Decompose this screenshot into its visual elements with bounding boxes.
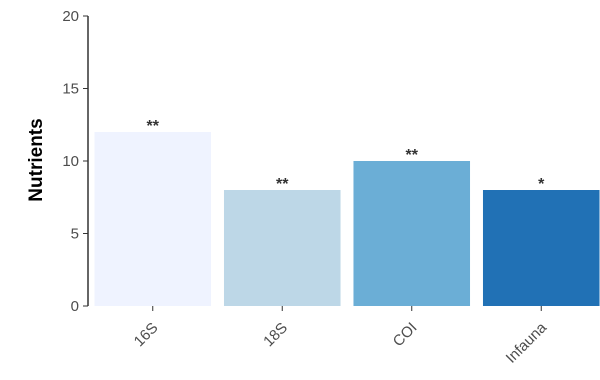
y-tick-label: 10 (62, 153, 79, 170)
bar-coi (353, 161, 471, 306)
y-axis: 0 5 10 15 20 (62, 8, 89, 315)
bar-annotation: ** (147, 118, 160, 135)
bar-18s (223, 190, 341, 306)
y-tick-label: 5 (71, 226, 79, 243)
bar-annotation: * (538, 176, 545, 193)
y-tick-label: 15 (62, 81, 79, 98)
y-axis-title: Nutrients (26, 118, 47, 201)
bar-infauna (482, 190, 600, 306)
x-tick-label: Infauna (503, 319, 551, 367)
bar-annotation: ** (406, 147, 419, 164)
x-tick-label: 16S (131, 319, 162, 350)
y-tick-label: 0 (71, 298, 79, 315)
y-tick-label: 20 (62, 8, 79, 25)
bar-16s (94, 132, 212, 306)
x-tick-label: 18S (260, 319, 291, 350)
x-axis: 16S 18S COI Infauna (131, 306, 551, 367)
x-tick-label: COI (390, 319, 421, 350)
bar-annotation: ** (276, 176, 289, 193)
bars: ******* (94, 118, 600, 306)
